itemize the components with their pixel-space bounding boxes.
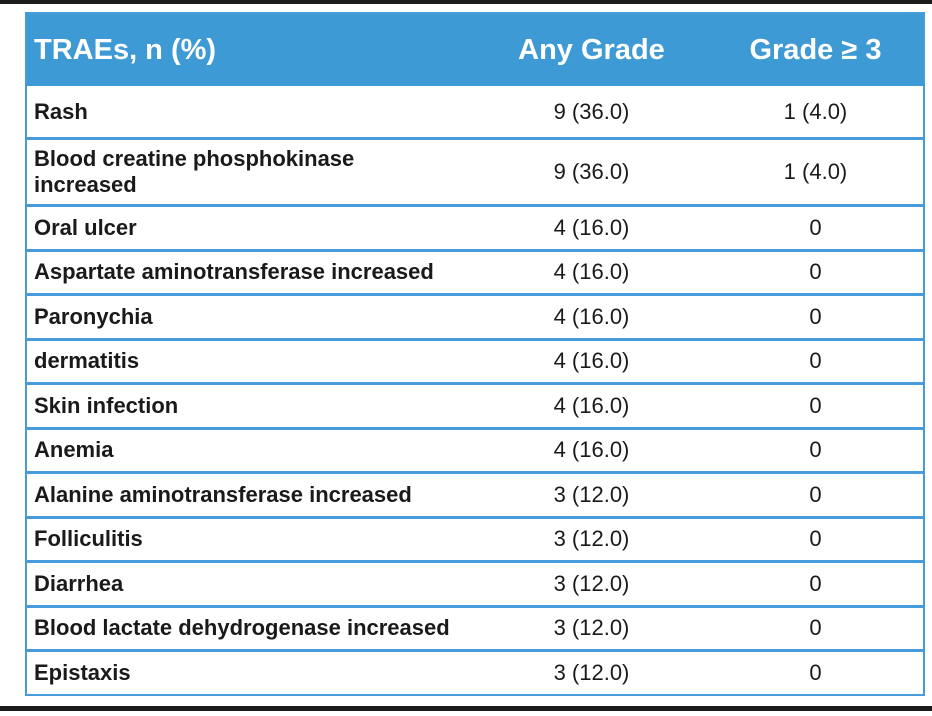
cell-grade-ge3: 1 (4.0) (783, 159, 848, 184)
frame-bottom-line (0, 706, 932, 711)
table-row: Diarrhea 3 (12.0) 0 (27, 560, 923, 605)
table-row: Alanine aminotransferase increased 3 (12… (27, 471, 923, 516)
cell-name: Skin infection (34, 392, 179, 418)
column-header-traes: TRAEs, n (%) (34, 33, 217, 66)
cell-name: Diarrhea (34, 570, 124, 596)
table-row: Paronychia 4 (16.0) 0 (27, 293, 923, 338)
cell-any-grade: 4 (16.0) (553, 437, 630, 463)
cell-grade-ge3: 0 (809, 570, 822, 596)
cell-any-grade: 9 (36.0) (553, 98, 630, 124)
cell-grade-ge3: 0 (809, 437, 822, 463)
cell-any-grade: 3 (12.0) (553, 659, 630, 685)
cell-name: Aspartate aminotransferase increased (34, 259, 434, 285)
table-row: Blood lactate dehydrogenase increased 3 … (27, 604, 923, 649)
cell-any-grade: 4 (16.0) (553, 348, 630, 374)
table-row: Blood creatine phosphokinase increased 9… (27, 137, 923, 204)
table-row: Epistaxis 3 (12.0) 0 (27, 649, 923, 694)
cell-name: Epistaxis (34, 659, 131, 685)
table-row: dermatitis 4 (16.0) 0 (27, 337, 923, 382)
cell-name: Rash (34, 98, 88, 124)
cell-name: Alanine aminotransferase increased (34, 481, 412, 507)
cell-name: Paronychia (34, 303, 153, 329)
cell-any-grade: 3 (12.0) (553, 481, 630, 507)
cell-name: Folliculitis (34, 526, 143, 552)
cell-name: Blood lactate dehydrogenase increased (34, 615, 450, 641)
cell-grade-ge3: 0 (809, 259, 822, 285)
cell-grade-ge3: 0 (809, 481, 822, 507)
cell-grade-ge3: 0 (809, 303, 822, 329)
table-row: Oral ulcer 4 (16.0) 0 (27, 204, 923, 249)
cell-any-grade: 9 (36.0) (553, 159, 630, 184)
cell-name: dermatitis (34, 348, 140, 374)
cell-any-grade: 3 (12.0) (553, 615, 630, 641)
frame-top-line (0, 0, 932, 4)
column-header-grade-ge3: Grade ≥ 3 (749, 33, 882, 66)
table-row: Skin infection 4 (16.0) 0 (27, 382, 923, 427)
table-row: Rash 9 (36.0) 1 (4.0) (27, 86, 923, 137)
cell-grade-ge3: 0 (809, 348, 822, 374)
cell-grade-ge3: 0 (809, 659, 822, 685)
table-header-row: TRAEs, n (%) Any Grade Grade ≥ 3 (27, 14, 923, 86)
cell-any-grade: 4 (16.0) (553, 214, 630, 240)
cell-grade-ge3: 0 (809, 615, 822, 641)
cell-any-grade: 4 (16.0) (553, 392, 630, 418)
table-row: Aspartate aminotransferase increased 4 (… (27, 248, 923, 293)
table-body: Rash 9 (36.0) 1 (4.0) Blood creatine pho… (27, 86, 923, 694)
cell-any-grade: 3 (12.0) (553, 570, 630, 596)
cell-grade-ge3: 0 (809, 214, 822, 240)
table-row: Folliculitis 3 (12.0) 0 (27, 515, 923, 560)
table-row: Anemia 4 (16.0) 0 (27, 426, 923, 471)
cell-name: Anemia (34, 437, 114, 463)
cell-any-grade: 4 (16.0) (553, 259, 630, 285)
cell-name: Oral ulcer (34, 214, 137, 240)
cell-grade-ge3: 0 (809, 526, 822, 552)
cell-any-grade: 3 (12.0) (553, 526, 630, 552)
cell-any-grade: 4 (16.0) (553, 303, 630, 329)
column-header-any-grade: Any Grade (518, 33, 665, 66)
traes-table: TRAEs, n (%) Any Grade Grade ≥ 3 Rash 9 … (25, 12, 925, 696)
cell-grade-ge3: 1 (4.0) (783, 98, 848, 124)
cell-name: Blood creatine phosphokinase increased (34, 146, 355, 197)
cell-grade-ge3: 0 (809, 392, 822, 418)
